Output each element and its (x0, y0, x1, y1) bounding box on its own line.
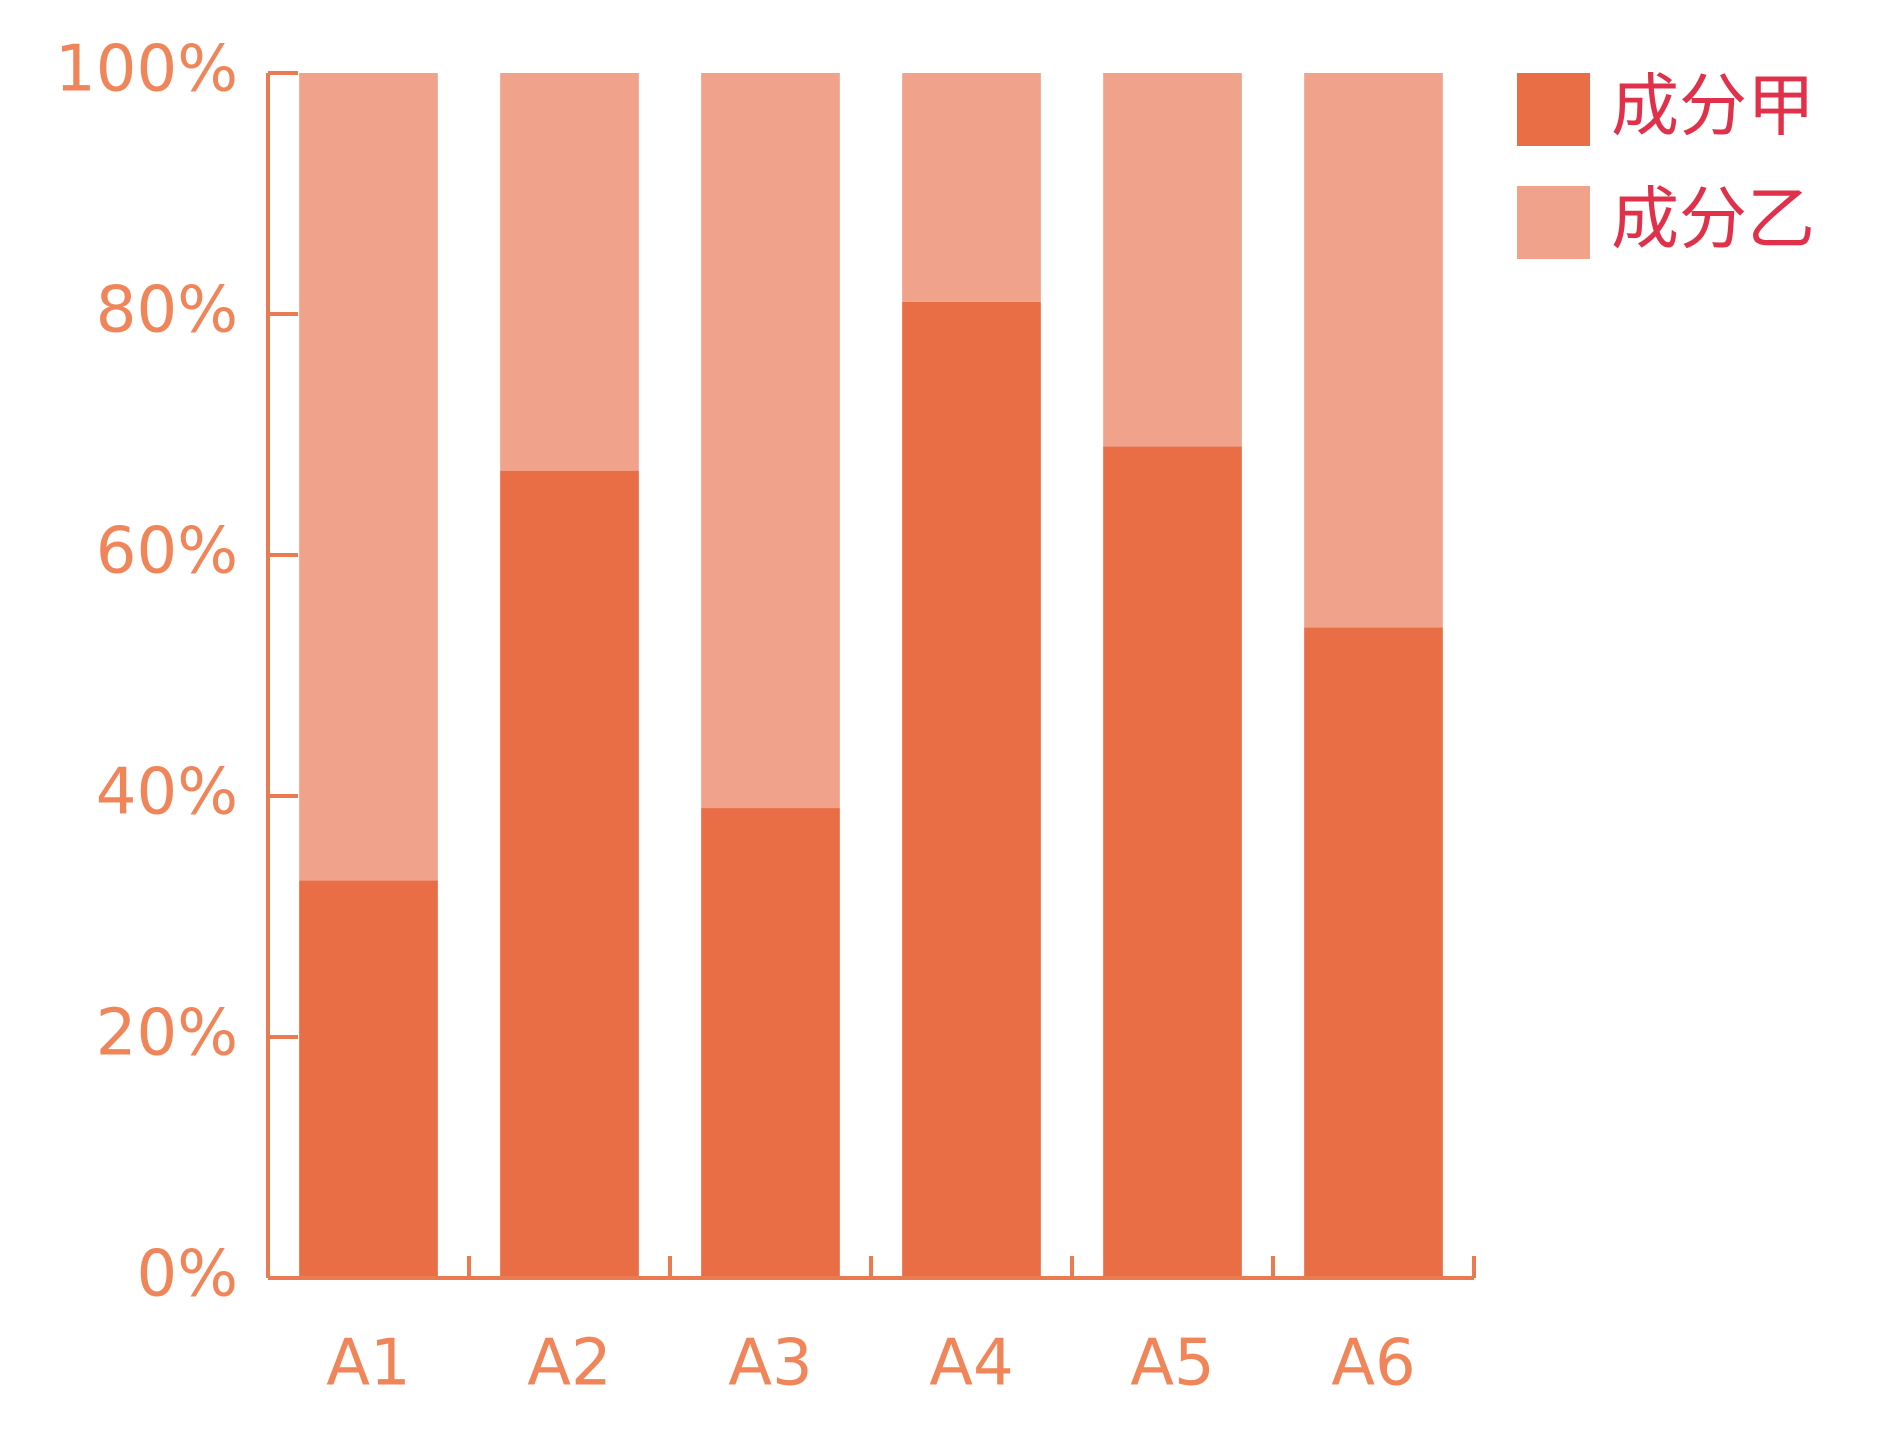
x-tick-label: A4 (929, 1327, 1014, 1401)
bar-segment (1103, 446, 1242, 1278)
x-tick-label: A1 (326, 1327, 411, 1401)
legend-label: 成分乙 (1611, 181, 1815, 260)
bar-segment (701, 73, 840, 809)
bar-segment (299, 880, 438, 1278)
y-tick-label: 20% (96, 997, 238, 1071)
y-tick-label: 60% (96, 515, 238, 589)
legend-swatch (1517, 73, 1590, 146)
bar-segment (902, 73, 1041, 302)
bar-segment (1304, 627, 1443, 1278)
x-tick-label: A2 (527, 1327, 612, 1401)
y-tick-label: 40% (96, 756, 238, 830)
y-tick-label: 100% (55, 33, 238, 107)
x-tick-label: A5 (1130, 1327, 1215, 1401)
legend-label: 成分甲 (1611, 68, 1815, 147)
bar-segment (1103, 73, 1242, 447)
bar-segment (1304, 73, 1443, 628)
bar-segment (701, 808, 840, 1278)
bar-segment (299, 73, 438, 881)
x-tick-label: A3 (728, 1327, 813, 1401)
bar-segment (902, 301, 1041, 1278)
y-tick-label: 80% (96, 274, 238, 348)
y-tick-label: 0% (136, 1238, 238, 1312)
bar-segment (500, 73, 639, 471)
bar-segment (500, 470, 639, 1278)
x-tick-label: A6 (1331, 1327, 1416, 1401)
legend-swatch (1517, 186, 1590, 259)
